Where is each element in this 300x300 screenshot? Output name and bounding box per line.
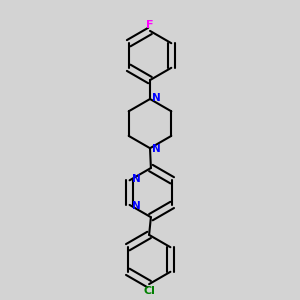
Text: F: F [146,20,154,30]
Text: N: N [152,144,160,154]
Text: Cl: Cl [143,286,155,296]
Text: N: N [132,201,141,211]
Text: N: N [132,174,141,184]
Text: N: N [152,93,160,103]
